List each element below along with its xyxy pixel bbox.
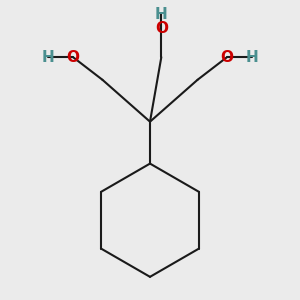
- Text: O: O: [220, 50, 233, 64]
- Text: O: O: [155, 21, 168, 36]
- Text: O: O: [67, 50, 80, 64]
- Text: H: H: [42, 50, 55, 64]
- Text: H: H: [155, 7, 168, 22]
- Text: H: H: [245, 50, 258, 64]
